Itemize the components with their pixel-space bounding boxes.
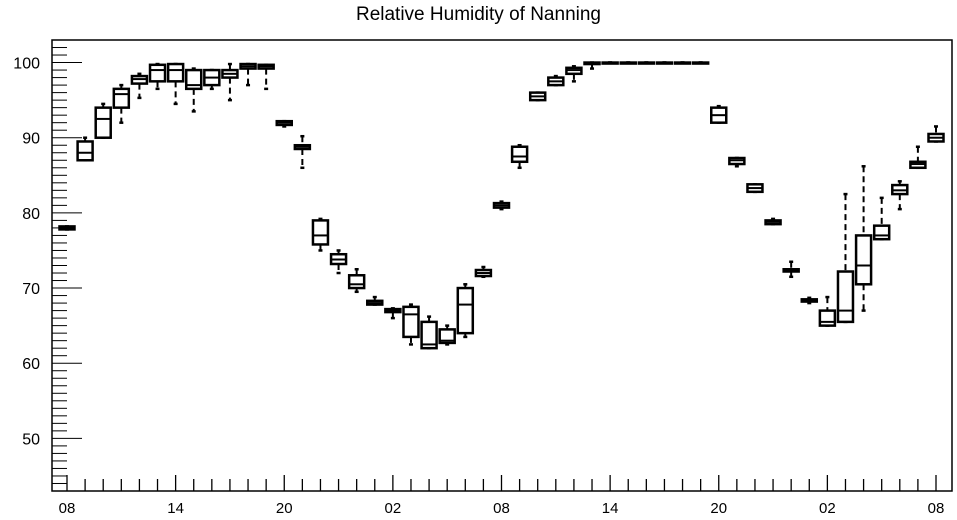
y-tick-label: 100 (13, 56, 40, 73)
box-body (818, 309, 837, 327)
chart-title: Relative Humidity of Nanning (355, 4, 601, 25)
x-tick-label: 08 (59, 500, 76, 517)
y-tick-label: 50 (22, 431, 40, 448)
box-37 (728, 156, 746, 168)
box-27 (547, 74, 565, 87)
box-body (148, 63, 167, 83)
box-series (58, 61, 945, 350)
box-11 (257, 63, 275, 91)
x-axis: 08 14 20 02 08 14 20 02 08 (59, 475, 945, 517)
box-body (112, 87, 131, 109)
box-body (872, 224, 891, 241)
box-12 (275, 119, 293, 128)
box-36 (710, 104, 728, 124)
box-21 (438, 324, 456, 346)
box-10 (239, 62, 257, 87)
box-body (836, 270, 855, 324)
box-43 (836, 192, 855, 324)
y-tick-label: 80 (22, 206, 40, 223)
box-34 (673, 61, 692, 65)
y-axis: 50 60 70 80 90 100 (13, 47, 82, 484)
box-40 (782, 260, 800, 279)
box-38 (746, 183, 764, 194)
box-24 (492, 200, 511, 211)
x-tick-label: 20 (710, 500, 727, 517)
box-18 (384, 307, 402, 320)
box-15 (329, 249, 348, 275)
box-body (420, 320, 438, 350)
y-tick-label: 90 (22, 131, 40, 148)
box-31 (619, 61, 637, 65)
box-33 (655, 61, 674, 65)
box-body (166, 62, 185, 83)
box-14 (311, 217, 330, 252)
box-46 (891, 180, 909, 211)
box-39 (764, 217, 782, 226)
box-42 (818, 295, 837, 327)
box-5 (148, 62, 167, 91)
box-body (94, 106, 112, 139)
x-tick-label: 14 (602, 500, 619, 517)
y-tick-label: 60 (22, 356, 40, 373)
box-body (510, 145, 529, 164)
box-30 (601, 61, 619, 65)
box-6 (166, 62, 185, 106)
x-tick-label: 08 (493, 500, 510, 517)
box-17 (366, 295, 384, 306)
plot-frame (51, 39, 953, 492)
box-20 (420, 315, 438, 350)
box-9 (221, 62, 239, 102)
x-tick-label: 20 (276, 500, 293, 517)
box-8 (203, 68, 221, 91)
x-tick-label: 08 (928, 500, 945, 517)
box-0 (58, 225, 76, 231)
box-48 (927, 125, 945, 143)
box-32 (637, 61, 656, 65)
box-body (438, 328, 456, 345)
box-body (402, 305, 420, 339)
box-19 (402, 303, 420, 346)
box-45 (872, 196, 891, 241)
box-29 (583, 61, 601, 70)
box-41 (800, 296, 819, 305)
box-47 (909, 145, 927, 170)
box-44 (854, 165, 873, 312)
box-3 (112, 83, 131, 124)
x-tick-label: 14 (167, 500, 184, 517)
box-23 (474, 265, 493, 279)
box-4 (130, 72, 149, 100)
x-tick-label: 02 (819, 500, 836, 517)
box-25 (510, 143, 529, 170)
box-body (76, 140, 94, 162)
box-body (311, 219, 330, 246)
box-1 (76, 136, 94, 162)
box-13 (293, 134, 312, 170)
box-body (347, 274, 366, 290)
box-22 (456, 283, 475, 339)
box-body (456, 286, 475, 335)
x-tick-label: 02 (385, 500, 402, 517)
box-16 (347, 268, 366, 294)
box-35 (691, 61, 710, 65)
box-2 (94, 102, 112, 139)
box-26 (528, 91, 547, 102)
box-28 (565, 65, 583, 83)
box-7 (184, 67, 203, 113)
box-body (854, 234, 873, 286)
y-tick-label: 70 (22, 281, 40, 298)
